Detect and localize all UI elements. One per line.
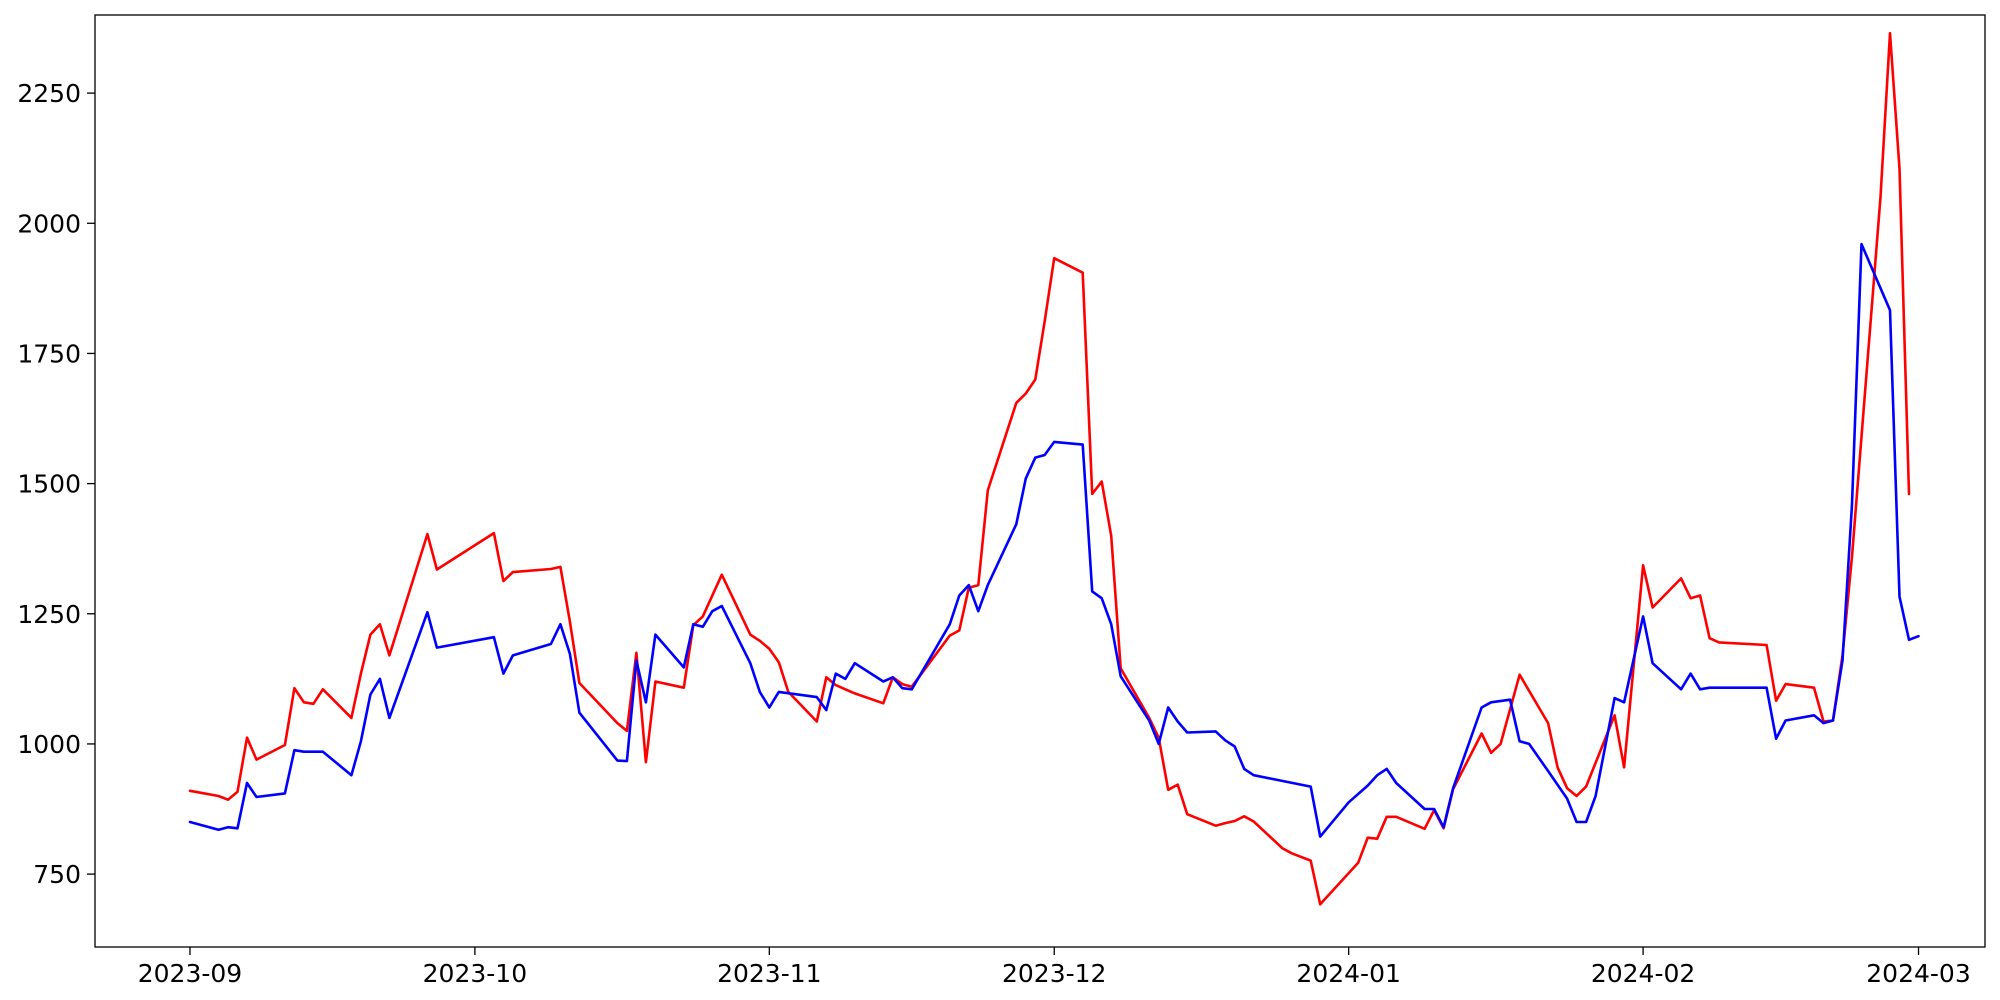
y-axis: 750 1000 1250 1500 1750 2000 2250	[17, 79, 95, 889]
x-tick-label: 2024-02	[1591, 959, 1695, 988]
y-tick-label: 750	[33, 860, 81, 889]
y-tick-label: 2250	[17, 79, 81, 108]
x-tick-label: 2023-11	[717, 959, 821, 988]
x-tick-label: 2024-03	[1866, 959, 1970, 988]
y-tick-label: 2000	[17, 209, 81, 238]
x-tick-label: 2023-09	[138, 959, 242, 988]
series-layer	[188, 31, 1920, 906]
x-axis: 2023-09 2023-10 2023-11 2023-12 2024-01 2024-…	[138, 947, 1971, 988]
y-tick-label: 1250	[17, 600, 81, 629]
y-tick-label: 1000	[17, 730, 81, 759]
x-tick-label: 2023-12	[1002, 959, 1106, 988]
y-tick-label: 1750	[17, 339, 81, 368]
x-tick-label: 2024-01	[1296, 959, 1400, 988]
series-line-2	[188, 242, 1920, 838]
plot-frame	[94, 14, 1986, 948]
x-tick-label: 2023-10	[423, 959, 527, 988]
series-line-1	[188, 31, 1911, 906]
y-tick-label: 1500	[17, 470, 81, 499]
